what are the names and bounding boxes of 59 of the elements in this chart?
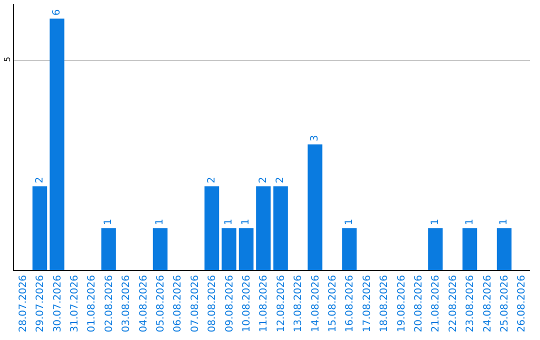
x-tick-label: 03.08.2026 bbox=[121, 275, 132, 332]
x-tick-label: 17.08.2026 bbox=[362, 275, 373, 332]
x-tick-label: 19.08.2026 bbox=[396, 275, 408, 332]
x-tick-label: 06.08.2026 bbox=[172, 275, 184, 332]
x-tick-label: 02.08.2026 bbox=[104, 275, 115, 332]
data-label: 1 bbox=[344, 218, 355, 226]
x-tick-label: 22.08.2026 bbox=[448, 275, 459, 332]
x-tick-label: 25.08.2026 bbox=[499, 275, 510, 332]
data-label: 1 bbox=[154, 218, 166, 226]
y-tick-label: 5 bbox=[2, 56, 12, 62]
x-tick-label: 12.08.2026 bbox=[276, 275, 287, 332]
x-tick-label: 14.08.2026 bbox=[310, 275, 322, 332]
bar bbox=[222, 228, 236, 270]
data-label: 6 bbox=[52, 9, 62, 16]
data-label: 1 bbox=[240, 218, 252, 226]
x-tick-label: 28.07.2026 bbox=[18, 275, 29, 332]
data-label: 2 bbox=[206, 176, 218, 184]
x-tick-label: 09.08.2026 bbox=[224, 275, 236, 332]
x-tick-label: 01.08.2026 bbox=[86, 275, 98, 332]
data-label: 1 bbox=[224, 218, 234, 226]
x-tick-label: 23.08.2026 bbox=[465, 275, 476, 332]
bar bbox=[308, 144, 322, 270]
bar bbox=[342, 228, 357, 270]
data-label: 1 bbox=[498, 218, 510, 226]
x-tick-label: 08.08.2026 bbox=[207, 275, 218, 332]
x-tick-label: 15.08.2026 bbox=[327, 275, 338, 332]
bar bbox=[428, 228, 443, 270]
x-tick-label: 20.08.2026 bbox=[413, 275, 424, 332]
x-tick-label: 07.08.2026 bbox=[190, 275, 201, 332]
x-tick-label: 11.08.2026 bbox=[258, 275, 270, 332]
data-label: 2 bbox=[275, 176, 286, 184]
x-tick-label: 10.08.2026 bbox=[241, 275, 252, 332]
bar bbox=[204, 186, 220, 270]
x-tick-label: 16.08.2026 bbox=[344, 275, 356, 332]
x-tick-label: 26.08.2026 bbox=[516, 275, 528, 332]
x-tick-label: 29.07.2026 bbox=[35, 275, 46, 332]
x-tick-label: 13.08.2026 bbox=[293, 275, 304, 332]
x-tick-label: 04.08.2026 bbox=[138, 275, 150, 332]
bar bbox=[50, 18, 64, 270]
data-label: 1 bbox=[103, 218, 114, 226]
data-label: 1 bbox=[464, 218, 476, 226]
data-label: 2 bbox=[258, 176, 269, 184]
data-label: 2 bbox=[34, 176, 46, 184]
bar bbox=[496, 228, 512, 270]
bar bbox=[152, 228, 168, 270]
bar bbox=[462, 228, 478, 270]
x-tick-label: 21.08.2026 bbox=[430, 275, 442, 332]
bar bbox=[32, 186, 48, 270]
x-tick-label: 18.08.2026 bbox=[379, 275, 390, 332]
x-tick-label: 24.08.2026 bbox=[482, 275, 494, 332]
x-tick-label: 31.07.2026 bbox=[69, 275, 80, 332]
x-tick-label: 30.07.2026 bbox=[52, 275, 64, 332]
bar bbox=[273, 186, 288, 270]
bar bbox=[256, 186, 271, 270]
data-label: 3 bbox=[310, 134, 320, 142]
bar bbox=[101, 228, 116, 270]
bar bbox=[238, 228, 254, 270]
x-tick-label: 05.08.2026 bbox=[155, 275, 166, 332]
data-label: 1 bbox=[430, 218, 441, 226]
